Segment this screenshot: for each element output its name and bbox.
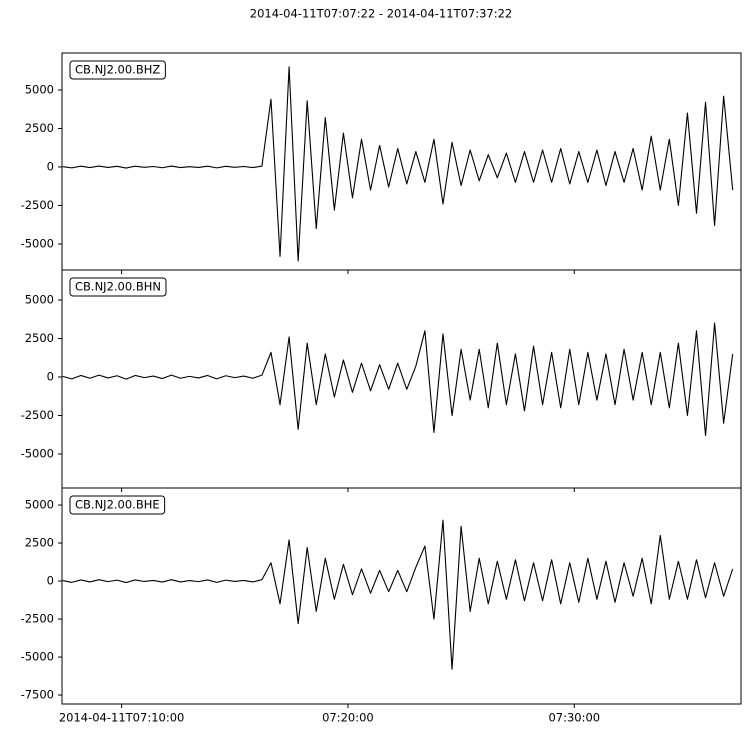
- y-tick-label: 5000: [25, 293, 54, 307]
- y-tick-label: 0: [47, 574, 54, 588]
- trace-label: CB.NJ2.00.BHN: [75, 280, 161, 294]
- y-tick-label: 0: [47, 369, 54, 383]
- y-tick-label: -7500: [21, 688, 54, 702]
- y-tick-label: 2500: [25, 331, 54, 345]
- y-tick-label: 2500: [25, 121, 54, 135]
- y-tick-label: -5000: [21, 650, 54, 664]
- waveform: [62, 519, 734, 670]
- y-tick-label: 5000: [25, 498, 54, 512]
- x-tick-label: 2014-04-11T07:10:00: [59, 711, 185, 725]
- trace-label-box: [69, 60, 166, 80]
- y-tick-label: -5000: [21, 446, 54, 460]
- y-tick-label: -2500: [21, 408, 54, 422]
- x-tick-label: 07:20:00: [322, 711, 374, 725]
- trace-label-box: [69, 495, 166, 515]
- figure-title: 2014-04-11T07:07:22 - 2014-04-11T07:37:2…: [250, 7, 512, 21]
- waveform: [62, 322, 734, 437]
- trace-label: CB.NJ2.00.BHE: [75, 498, 160, 512]
- y-tick-label: -5000: [21, 236, 54, 250]
- trace-label: CB.NJ2.00.BHZ: [75, 63, 160, 77]
- trace-label-box: [69, 277, 167, 297]
- panel-frame: [61, 487, 742, 705]
- x-tick-label: 07:30:00: [548, 711, 600, 725]
- y-tick-label: -2500: [21, 612, 54, 626]
- y-tick-label: 0: [47, 159, 54, 173]
- y-tick-label: -2500: [21, 198, 54, 212]
- y-tick-label: 5000: [25, 82, 54, 96]
- waveform: [62, 66, 734, 262]
- y-tick-label: 2500: [25, 536, 54, 550]
- panel-frame: [61, 269, 742, 489]
